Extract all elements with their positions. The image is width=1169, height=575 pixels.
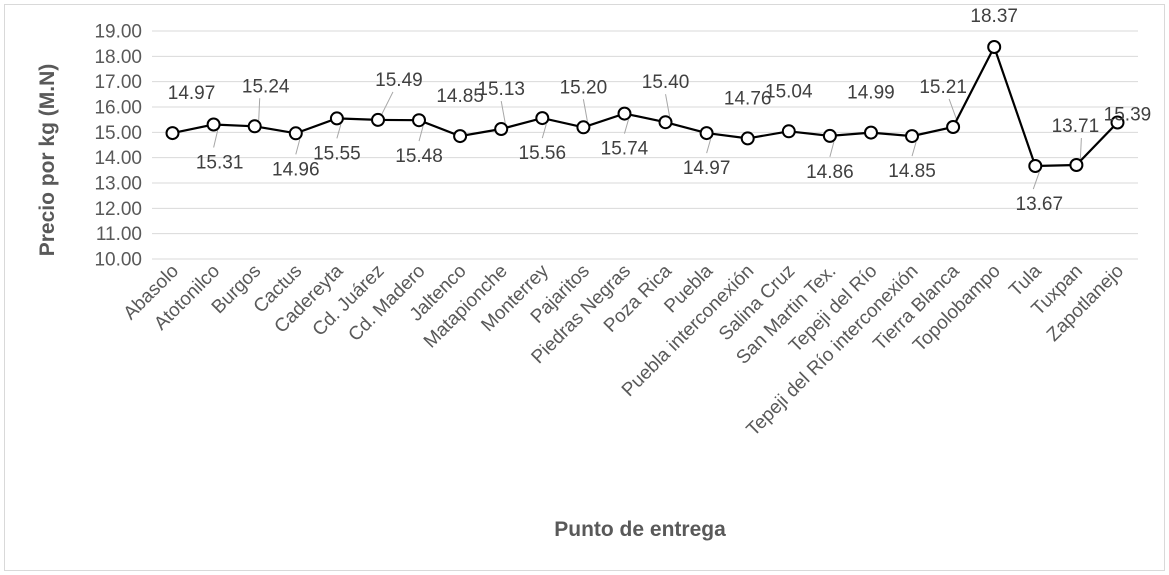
chart-border [4, 4, 1165, 571]
leader-line [623, 119, 629, 134]
data-label: 15.56 [519, 143, 567, 164]
x-axis-title: Punto de entrega [554, 518, 726, 541]
data-point [1069, 158, 1084, 172]
data-label: 14.85 [436, 86, 484, 107]
leader-line [381, 91, 394, 115]
leader-line [541, 124, 547, 139]
y-tick-label: 13.00 [94, 174, 142, 195]
data-point [658, 115, 673, 130]
leader-line [911, 141, 917, 157]
leader-line [500, 100, 506, 124]
y-tick-label: 10.00 [94, 250, 142, 271]
leader-line [948, 98, 958, 122]
data-label: 14.97 [683, 158, 731, 179]
data-label: 15.24 [242, 76, 290, 97]
data-point [288, 126, 303, 141]
data-point [864, 125, 878, 140]
data-point [329, 111, 344, 126]
data-point [822, 128, 837, 143]
data-point [453, 129, 468, 144]
data-label: 13.67 [1016, 194, 1064, 215]
data-point [535, 111, 550, 126]
data-label: 14.76 [724, 88, 772, 109]
data-label: 14.96 [272, 159, 320, 180]
leader-line [418, 126, 424, 142]
data-point [617, 106, 632, 121]
data-point [206, 117, 221, 132]
leader-line [706, 138, 712, 154]
data-point [740, 131, 755, 146]
data-label: 15.49 [375, 70, 423, 91]
data-label: 15.39 [1104, 104, 1152, 125]
y-tick-label: 18.00 [94, 47, 142, 68]
point-markers [165, 40, 1125, 173]
data-point [165, 126, 180, 141]
data-point [576, 120, 591, 135]
gridlines [152, 30, 1138, 260]
data-point [1028, 159, 1043, 173]
data-point [987, 40, 1002, 54]
y-tick-label: 15.00 [94, 123, 142, 144]
series-line [172, 44, 1119, 168]
y-tick-label: 14.00 [94, 148, 142, 169]
data-point [371, 112, 385, 127]
data-label: 15.13 [477, 79, 525, 100]
leader-line [665, 94, 671, 117]
data-point [1110, 115, 1125, 130]
leader-line [336, 124, 342, 139]
data-point [946, 120, 961, 134]
data-label: 14.86 [806, 162, 854, 183]
data-label: 13.71 [1052, 116, 1100, 137]
data-point [247, 119, 262, 134]
y-tick-label: 11.00 [96, 224, 142, 245]
y-tick-label: 16.00 [94, 98, 142, 119]
leader-line [258, 98, 261, 121]
data-label: 15.20 [560, 77, 608, 98]
data-label: 15.55 [313, 143, 361, 164]
data-point [494, 122, 509, 136]
data-label: 14.85 [888, 161, 936, 182]
data-label: 15.04 [765, 81, 813, 102]
data-point [699, 126, 714, 141]
data-label: 18.37 [970, 6, 1018, 27]
data-label: 15.48 [395, 146, 443, 167]
data-label: 15.40 [642, 72, 690, 93]
y-tick-label: 19.00 [94, 22, 142, 43]
series-line-group [172, 44, 1119, 168]
data-point [412, 113, 426, 128]
data-label: 15.74 [601, 139, 649, 160]
y-tick-label: 12.00 [94, 199, 142, 220]
data-label: 15.21 [919, 77, 967, 98]
y-tick-label: 17.00 [94, 72, 142, 93]
label-leader-lines [213, 91, 1082, 190]
leader-line [213, 130, 219, 148]
y-axis-title: Precio por kg (M.N) [36, 64, 59, 257]
data-label: 14.97 [168, 83, 216, 104]
data-label: 14.99 [847, 83, 895, 104]
leader-line [295, 139, 301, 155]
y-tick-labels: 10.00 11.00 12.00 13.00 14.00 15.00 16.00 17.00… [94, 22, 142, 271]
leader-line [1079, 137, 1082, 160]
leader-line [1032, 171, 1040, 190]
data-label: 15.31 [196, 152, 244, 173]
leader-line [582, 99, 588, 122]
data-point [781, 124, 796, 139]
data-point [905, 129, 919, 144]
leader-line [829, 141, 835, 158]
